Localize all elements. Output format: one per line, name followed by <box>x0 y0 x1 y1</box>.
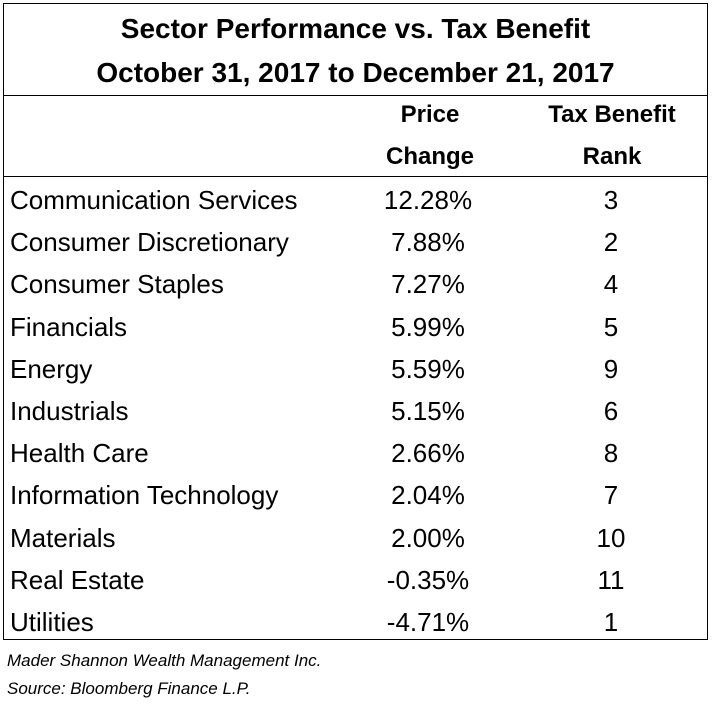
sector-name: Financials <box>10 311 128 342</box>
table-row: Energy 5.59% 9 <box>3 349 708 391</box>
tax-benefit-rank-value: 7 <box>603 480 619 511</box>
sector-name: Industrials <box>10 396 129 426</box>
price-change-value: -0.35% <box>386 564 470 595</box>
table-title: Sector Performance vs. Tax Benefit <box>120 13 591 44</box>
tax-benefit-rank-value: 4 <box>603 269 619 300</box>
tax-benefit-rank-value: 2 <box>603 227 619 258</box>
sector-name: Materials <box>10 522 116 553</box>
table-row: Industrials 5.15% 6 <box>3 391 708 433</box>
tax-benefit-rank-value: 11 <box>597 564 625 595</box>
tax-benefit-rank-value: 10 <box>596 522 626 553</box>
table-frame <box>3 3 708 640</box>
price-change-value: 5.99% <box>391 311 465 342</box>
sector-name: Communication Services <box>10 185 298 215</box>
tax-benefit-rank-value: 8 <box>603 438 619 469</box>
sector-name: Energy <box>10 353 93 384</box>
table-row: Health Care 2.66% 8 <box>3 433 708 475</box>
price-change-value: 7.27% <box>391 269 465 300</box>
sector-name: Health Care <box>10 438 149 469</box>
price-change-value: 2.04% <box>391 480 465 511</box>
table-row: Utilities -4.71% 1 <box>3 602 708 644</box>
table-row: Communication Services 12.28% 3 <box>3 180 708 222</box>
sector-name: Real Estate <box>10 564 145 595</box>
price-change-header-line1: Price <box>400 101 460 128</box>
sector-name: Consumer Staples <box>10 269 224 300</box>
price-change-value: -4.71% <box>386 607 470 637</box>
tax-benefit-rank-value: 5 <box>603 311 619 342</box>
price-change-value: 2.00% <box>391 522 465 553</box>
table-title-block: Sector Performance vs. Tax Benefit Octob… <box>3 3 708 96</box>
table-row: Consumer Discretionary 7.88% 2 <box>3 222 708 264</box>
tax-benefit-rank-value: 6 <box>603 396 619 426</box>
price-change-value: 5.15% <box>391 396 465 426</box>
table-row: Consumer Staples 7.27% 4 <box>3 264 708 306</box>
table-row: Financials 5.99% 5 <box>3 307 708 349</box>
table-subtitle: October 31, 2017 to December 21, 2017 <box>96 57 615 88</box>
tax-benefit-rank-header-line1: Tax Benefit <box>548 101 676 128</box>
sector-name: Consumer Discretionary <box>10 227 289 258</box>
tax-benefit-rank-value: 3 <box>603 185 619 215</box>
sector-name: Utilities <box>10 607 94 637</box>
price-change-value: 7.88% <box>391 227 465 258</box>
price-change-header-line2: Change <box>385 143 474 170</box>
header-divider <box>3 176 708 177</box>
footnote-source: Source: Bloomberg Finance L.P. <box>7 679 251 698</box>
footnote-company: Mader Shannon Wealth Management Inc. <box>7 651 322 670</box>
tax-benefit-rank-value: 1 <box>603 607 619 637</box>
tax-benefit-rank-header-line2: Rank <box>582 143 642 170</box>
price-change-value: 12.28% <box>383 185 473 215</box>
table-row: Real Estate -0.35% 11 <box>3 560 708 602</box>
tax-benefit-rank-value: 9 <box>603 353 619 384</box>
table-row: Information Technology 2.04% 7 <box>3 475 708 517</box>
sector-name: Information Technology <box>10 480 279 511</box>
table-row: Materials 2.00% 10 <box>3 518 708 560</box>
price-change-value: 2.66% <box>391 438 465 469</box>
price-change-value: 5.59% <box>391 353 465 384</box>
